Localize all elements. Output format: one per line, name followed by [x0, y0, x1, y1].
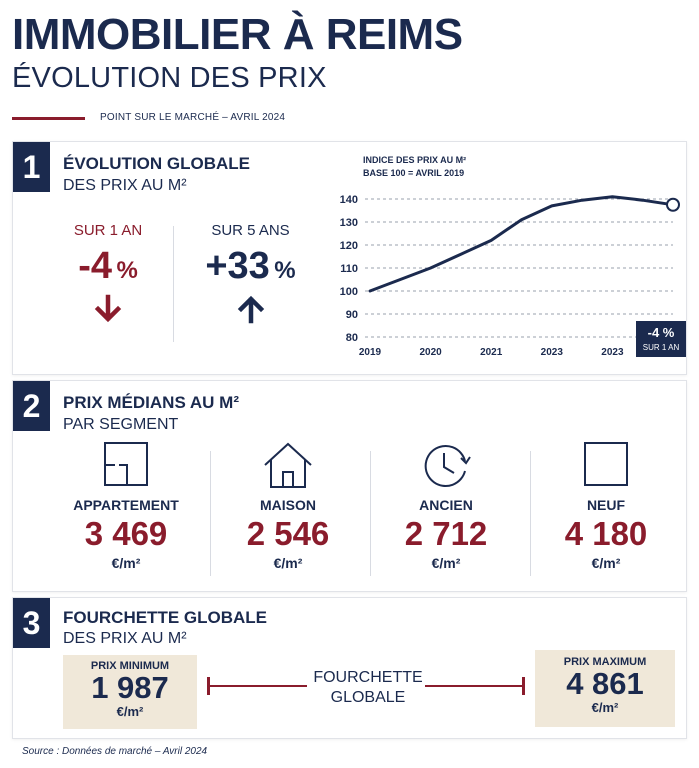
square-icon — [531, 441, 681, 491]
arrow-down-icon — [53, 294, 163, 329]
series-line — [368, 195, 675, 293]
section-subheading: DES PRIX AU M² — [63, 177, 187, 194]
annotation-label: SUR 1 AN — [643, 343, 680, 352]
chart-title-line2: BASE 100 = AVRIL 2019 — [363, 168, 465, 178]
divider — [370, 451, 371, 576]
y-tick-label: 120 — [340, 240, 358, 252]
divider — [530, 451, 531, 576]
segment-apartment: APPARTEMENT 3 469 €/m² — [51, 441, 201, 571]
chart-title: INDICE DES PRIX AU M² BASE 100 = AVRIL 2… — [363, 154, 466, 180]
section-number: 3 — [13, 598, 50, 648]
stat-unit: % — [274, 257, 296, 284]
floorplan-icon — [51, 441, 201, 491]
range-label-line1: FOURCHETTE — [313, 669, 423, 686]
max-price-unit: €/m² — [591, 700, 619, 715]
range-label-line2: GLOBALE — [330, 689, 406, 706]
section-number: 2 — [13, 381, 50, 431]
x-tick-label: 2023 — [601, 347, 624, 358]
section-global-evolution: 1 ÉVOLUTION GLOBALE DES PRIX AU M² SUR 1… — [12, 141, 687, 375]
segment-house: MAISON 2 546 €/m² — [213, 441, 363, 571]
segment-label: APPARTEMENT — [73, 497, 179, 513]
y-tick-label: 130 — [340, 217, 358, 229]
section-subheading: PAR SEGMENT — [63, 416, 179, 433]
min-price-value: 1 987 — [91, 670, 169, 705]
max-price-box: PRIX MAXIMUM 4 861 €/m² — [535, 650, 675, 727]
segment-unit: €/m² — [273, 555, 303, 571]
chart-title-line1: INDICE DES PRIX AU M² — [363, 155, 467, 165]
section-subheading: DES PRIX AU M² — [63, 630, 187, 647]
segment-new: NEUF 4 180 €/m² — [531, 441, 681, 571]
x-tick-label: 2020 — [419, 347, 442, 358]
x-tick-label: 2023 — [541, 347, 564, 358]
segment-value: 2 546 — [246, 515, 330, 552]
page-title: IMMOBILIER À REIMS — [12, 10, 463, 59]
stat-one-year: SUR 1 AN -4 % — [53, 222, 163, 329]
end-point-marker — [666, 197, 680, 212]
segments-row: APPARTEMENT 3 469 €/m² MAISON 2 546 €/m²… — [13, 441, 688, 586]
section-heading: FOURCHETTE GLOBALE — [63, 608, 267, 627]
house-icon — [213, 441, 363, 491]
divider — [173, 226, 174, 342]
stat-label: SUR 1 AN — [73, 222, 143, 239]
range-label: FOURCHETTE GLOBALE — [303, 668, 433, 708]
x-tick-label: 2021 — [480, 347, 503, 358]
y-tick-label: 90 — [346, 309, 358, 321]
segment-value: 2 712 — [404, 515, 488, 552]
segment-label: NEUF — [586, 497, 626, 513]
annotation-value: -4 % — [648, 325, 675, 340]
price-index-chart: 8090100110120130140201920202021202320232… — [340, 194, 686, 358]
annotation-box-one-year — [636, 321, 686, 357]
max-price-value: 4 861 — [566, 666, 644, 701]
segment-unit: €/m² — [591, 555, 621, 571]
market-note: POINT SUR LE MARCHÉ – AVRIL 2024 — [100, 112, 286, 123]
arrow-up-icon — [183, 294, 318, 329]
accent-line — [12, 117, 85, 120]
segment-value: 3 469 — [84, 515, 168, 552]
y-tick-label: 140 — [340, 194, 358, 206]
section-global-range: 3 FOURCHETTE GLOBALE DES PRIX AU M² PRIX… — [12, 597, 687, 739]
section-median-prices: 2 PRIX MÉDIANS AU M² PAR SEGMENT APPARTE… — [12, 380, 687, 592]
section-heading: PRIX MÉDIANS AU M² — [63, 393, 239, 412]
max-price-label: PRIX MAXIMUM — [563, 656, 647, 668]
y-tick-label: 100 — [340, 286, 358, 298]
range-line-left — [207, 677, 307, 695]
segment-unit: €/m² — [431, 555, 461, 571]
segment-label: MAISON — [260, 497, 316, 513]
stat-value-row: -4 % — [53, 245, 163, 288]
page-subtitle: ÉVOLUTION DES PRIX — [12, 62, 327, 94]
y-tick-label: 110 — [340, 263, 358, 275]
section-number: 1 — [13, 142, 50, 192]
stat-unit: % — [116, 257, 138, 284]
range-line-right — [425, 677, 525, 695]
source-note: Source : Données de marché – Avril 2024 — [22, 746, 208, 757]
y-tick-label: 80 — [346, 332, 358, 344]
clock-icon — [371, 441, 521, 491]
stat-five-years: SUR 5 ANS +33 % — [183, 222, 318, 329]
min-price-unit: €/m² — [116, 704, 144, 719]
segment-unit: €/m² — [111, 555, 141, 571]
segment-value: 4 180 — [564, 515, 648, 552]
stat-label: SUR 5 ANS — [211, 222, 290, 239]
segment-old: ANCIEN 2 712 €/m² — [371, 441, 521, 571]
stat-value-row: +33 % — [183, 245, 318, 288]
stat-value: +33 — [205, 245, 270, 287]
section-heading: ÉVOLUTION GLOBALE — [63, 154, 250, 173]
segment-label: ANCIEN — [419, 497, 473, 513]
x-tick-label: 2019 — [359, 347, 382, 358]
divider — [210, 451, 211, 576]
stat-value: -4 — [78, 245, 112, 287]
min-price-box: PRIX MINIMUM 1 987 €/m² — [63, 655, 197, 729]
min-price-label: PRIX MINIMUM — [90, 660, 170, 672]
